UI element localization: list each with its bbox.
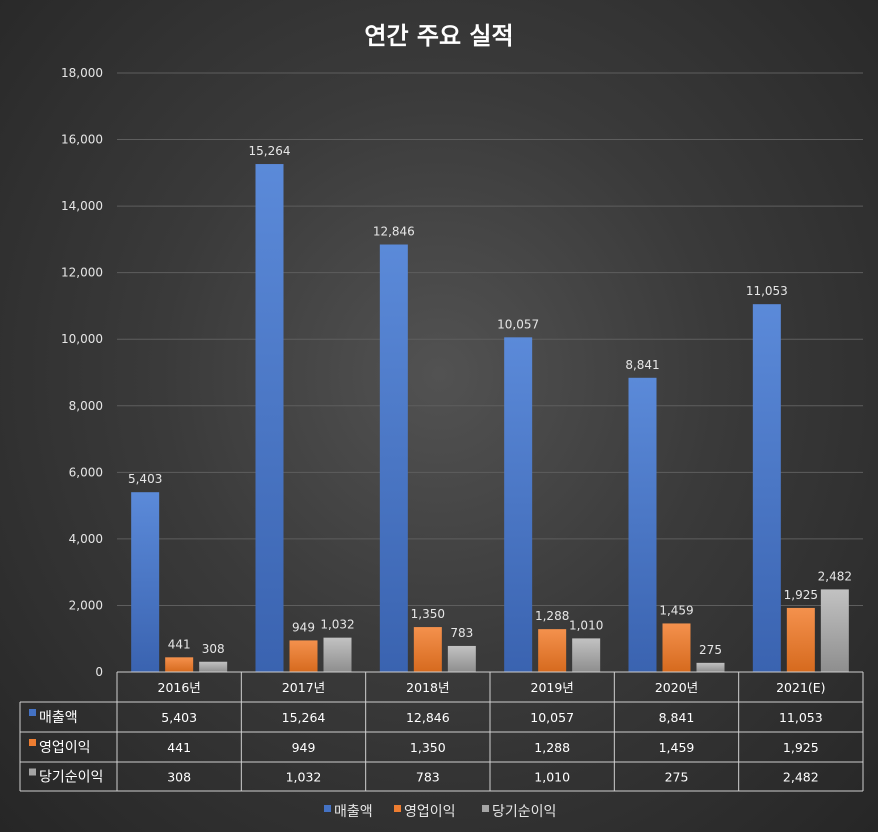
table-cell: 5,403 [161,710,197,725]
table-category-header: 2019년 [531,680,574,695]
table-legend-key [29,739,36,746]
legend-swatch [394,805,401,812]
table-cell: 441 [167,740,191,755]
legend-label: 당기순이익 [492,804,556,820]
bar-2 [323,637,352,672]
table-cell: 11,053 [779,710,823,725]
y-tick-label: 16,000 [61,133,103,147]
table-category-header: 2021(E) [776,680,825,695]
data-label: 275 [699,643,722,657]
table-legend-key [29,709,36,716]
y-tick-label: 18,000 [61,66,103,80]
table-cell: 1,010 [534,770,570,785]
data-label: 1,010 [569,618,603,632]
table-series-label: 영업이익 [39,740,91,756]
y-tick-label: 4,000 [69,532,103,546]
y-tick-label: 0 [95,665,103,679]
table-cell: 1,459 [659,740,695,755]
y-tick-label: 8,000 [69,399,103,413]
legend-swatch [482,805,489,812]
bar-2 [572,638,601,672]
data-label: 441 [168,637,191,651]
data-label: 10,057 [497,317,539,331]
table-cell: 783 [416,770,440,785]
table-cell: 10,057 [530,710,574,725]
bar-0 [379,244,408,672]
table-cell: 15,264 [282,710,326,725]
bar-2 [199,661,228,672]
y-tick-label: 2,000 [69,598,103,612]
data-label: 1,925 [784,588,818,602]
bar-0 [255,164,284,672]
legend-label: 영업이익 [404,804,456,820]
data-label: 8,841 [625,358,659,372]
bar-1 [786,607,815,672]
table-cell: 1,925 [783,740,819,755]
bar-1 [165,657,194,672]
table-category-header: 2020년 [655,680,698,695]
table-cell: 12,846 [406,710,450,725]
table-cell: 1,032 [286,770,322,785]
table-cell: 1,350 [410,740,446,755]
bar-0 [628,377,657,672]
table-cell: 8,841 [659,710,695,725]
table-cell: 275 [665,770,689,785]
bar-2 [696,662,725,672]
table-cell: 2,482 [783,770,819,785]
bar-2 [820,589,849,672]
table-category-header: 2016년 [158,680,201,695]
bar-1 [662,623,691,672]
bar-1 [538,629,567,672]
y-tick-label: 14,000 [61,199,103,213]
y-tick-label: 10,000 [61,332,103,346]
chart-title: 연간 주요 실적 [364,22,513,50]
legend-swatch [324,805,331,812]
table-series-label: 매출액 [39,710,78,726]
legend-label: 매출액 [334,804,373,820]
data-label: 783 [450,626,473,640]
bar-0 [752,304,781,672]
y-tick-label: 12,000 [61,266,103,280]
bar-0 [504,337,533,672]
table-category-header: 2018년 [406,680,449,695]
table-series-label: 당기순이익 [39,770,103,786]
bar-2 [447,645,476,672]
y-tick-label: 6,000 [69,465,103,479]
data-label: 1,459 [659,603,693,617]
data-label: 15,264 [249,144,291,158]
bar-1 [289,640,318,672]
data-label: 308 [202,642,225,656]
data-label: 5,403 [128,472,162,486]
data-label: 12,846 [373,225,415,239]
data-label: 2,482 [818,569,852,583]
table-category-header: 2017년 [282,680,325,695]
table-cell: 308 [167,770,191,785]
data-label: 1,350 [411,607,445,621]
data-label: 1,032 [320,618,354,632]
data-label: 11,053 [746,284,788,298]
data-label: 949 [292,620,315,634]
bar-1 [413,627,442,672]
table-cell: 1,288 [534,740,570,755]
table-legend-key [29,768,36,776]
bar-0 [131,492,160,672]
table-cell: 949 [292,740,316,755]
data-label: 1,288 [535,609,569,623]
